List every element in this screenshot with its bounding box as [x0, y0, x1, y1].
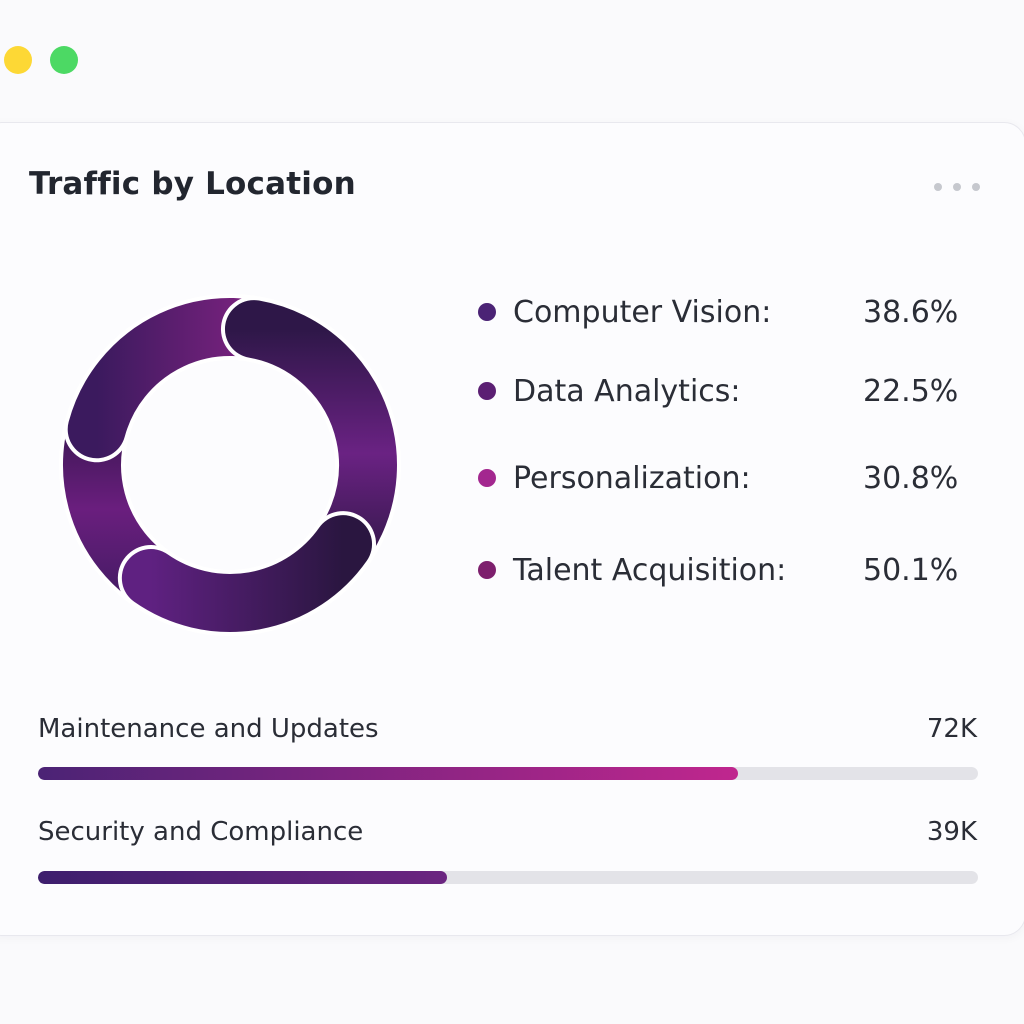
legend-value: 22.5%	[863, 373, 959, 409]
more-options-button[interactable]	[934, 176, 980, 198]
card-title: Traffic by Location	[29, 166, 356, 202]
progress-track	[38, 871, 978, 884]
donut-chart	[59, 294, 401, 636]
legend-item: Data Analytics: 22.5%	[478, 369, 978, 413]
legend-label: Personalization:	[513, 460, 751, 496]
window-dot-maximize[interactable]	[50, 46, 78, 74]
progress-fill	[38, 871, 447, 884]
progress-label: Maintenance and Updates	[38, 714, 379, 744]
legend-dot-icon	[478, 561, 496, 579]
progress-value: 39K	[926, 817, 977, 847]
legend-dot-icon	[478, 469, 496, 487]
window-controls	[4, 46, 78, 74]
progress-track	[38, 767, 978, 780]
donut-segment	[121, 515, 373, 632]
progress-fill	[38, 767, 739, 780]
legend-item: Personalization: 30.8%	[478, 456, 978, 500]
ellipsis-horizontal-icon	[972, 183, 980, 191]
legend-dot-icon	[478, 303, 496, 321]
legend-value: 30.8%	[863, 460, 959, 496]
legend-dot-icon	[478, 382, 496, 400]
legend-item: Computer Vision: 38.6%	[478, 290, 978, 334]
legend-item: Talent Acquisition: 50.1%	[478, 548, 978, 592]
traffic-card	[0, 122, 1024, 936]
progress-label: Security and Compliance	[38, 817, 364, 847]
ellipsis-horizontal-icon	[934, 183, 942, 191]
legend-value: 50.1%	[863, 552, 959, 588]
legend-label: Talent Acquisition:	[513, 552, 787, 588]
legend-value: 38.6%	[863, 294, 959, 330]
ellipsis-horizontal-icon	[953, 183, 961, 191]
legend-label: Computer Vision:	[513, 294, 772, 330]
window-dot-minimize[interactable]	[4, 46, 32, 74]
legend-label: Data Analytics:	[513, 373, 741, 409]
progress-value: 72K	[926, 714, 977, 744]
